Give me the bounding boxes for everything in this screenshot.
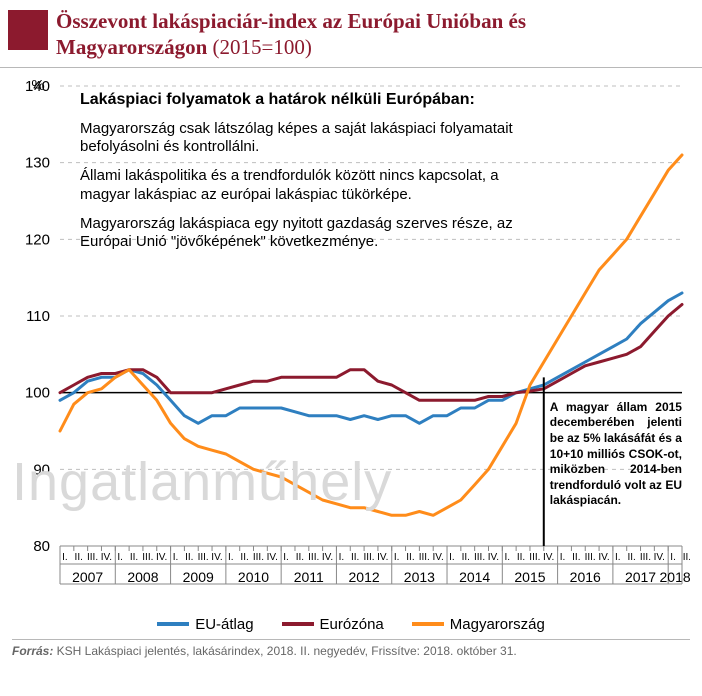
chart-title: Összevont lakáspiaciár-index az Európai … (56, 8, 526, 61)
svg-text:III.: III. (363, 552, 374, 563)
legend-label: Eurózóna (320, 616, 384, 633)
svg-text:2018: 2018 (660, 569, 690, 585)
svg-text:IV.: IV. (156, 552, 167, 563)
svg-text:III.: III. (308, 552, 319, 563)
svg-text:I.: I. (560, 552, 566, 563)
svg-text:I.: I. (339, 552, 345, 563)
annotation-box: Lakáspiaci folyamatok a határok nélküli … (80, 90, 550, 263)
svg-text:III.: III. (87, 552, 98, 563)
annotation-heading: Lakáspiaci folyamatok a határok nélküli … (80, 90, 550, 110)
svg-text:II.: II. (572, 552, 580, 563)
svg-text:IV.: IV. (654, 552, 665, 563)
svg-text:IV.: IV. (543, 552, 554, 563)
svg-text:II.: II. (627, 552, 635, 563)
svg-text:III.: III. (585, 552, 596, 563)
svg-text:2007: 2007 (72, 569, 103, 585)
svg-text:III.: III. (253, 552, 264, 563)
svg-text:III.: III. (640, 552, 651, 563)
svg-text:III.: III. (529, 552, 540, 563)
svg-text:2009: 2009 (183, 569, 214, 585)
svg-text:III.: III. (474, 552, 485, 563)
header-divider (0, 67, 702, 68)
svg-text:II.: II. (406, 552, 414, 563)
annotation-paragraph: Magyarország csak látszólag képes a sajá… (80, 120, 550, 158)
annotation-paragraph: Állami lakáspolitika és a trendfordulók … (80, 167, 550, 205)
source-label: Forrás: (12, 644, 53, 658)
svg-text:130: 130 (25, 154, 50, 171)
svg-text:2014: 2014 (459, 569, 490, 585)
svg-text:120: 120 (25, 231, 50, 248)
svg-text:2013: 2013 (404, 569, 435, 585)
svg-text:IV.: IV. (101, 552, 112, 563)
svg-text:2016: 2016 (570, 569, 601, 585)
source-line: Forrás: KSH Lakáspiaci jelentés, lakásár… (12, 644, 690, 658)
title-block: Összevont lakáspiaciár-index az Európai … (56, 8, 526, 61)
svg-text:2015: 2015 (514, 569, 545, 585)
legend-label: EU-átlag (195, 616, 253, 633)
brand-square-icon (8, 10, 48, 50)
svg-text:2010: 2010 (238, 569, 269, 585)
svg-text:2011: 2011 (294, 569, 324, 585)
svg-text:I.: I. (228, 552, 234, 563)
svg-text:II.: II. (351, 552, 359, 563)
svg-text:IV.: IV. (488, 552, 499, 563)
svg-text:I.: I. (117, 552, 123, 563)
svg-text:IV.: IV. (598, 552, 609, 563)
title-line1: Összevont lakáspiaciár-index az Európai … (56, 9, 526, 33)
side-note: A magyar állam 2015 decemberében jelenti… (550, 400, 682, 509)
svg-text:I.: I. (283, 552, 289, 563)
svg-text:I.: I. (173, 552, 179, 563)
legend-item-hu: Magyarország (412, 616, 545, 633)
svg-text:IV.: IV. (211, 552, 222, 563)
svg-text:IV.: IV. (322, 552, 333, 563)
svg-text:90: 90 (33, 461, 50, 478)
title-line2: Magyarországon (56, 35, 213, 59)
svg-text:II.: II. (75, 552, 83, 563)
svg-text:IV.: IV. (377, 552, 388, 563)
svg-text:2012: 2012 (349, 569, 380, 585)
svg-text:II.: II. (130, 552, 138, 563)
svg-text:II.: II. (296, 552, 304, 563)
legend-item-euro: Eurózóna (282, 616, 384, 633)
svg-text:I.: I. (615, 552, 621, 563)
svg-text:IV.: IV. (267, 552, 278, 563)
svg-text:100: 100 (25, 384, 50, 401)
svg-text:III.: III. (142, 552, 153, 563)
svg-text:II.: II. (462, 552, 470, 563)
footer-divider (12, 639, 690, 640)
svg-text:80: 80 (33, 538, 50, 555)
legend-label: Magyarország (450, 616, 545, 633)
legend-swatch-icon (282, 622, 314, 626)
chart-header: Összevont lakáspiaciár-index az Európai … (0, 0, 702, 65)
svg-text:2008: 2008 (127, 569, 158, 585)
svg-text:I.: I. (504, 552, 510, 563)
title-subtitle: (2015=100) (213, 35, 312, 59)
legend-item-eu: EU-átlag (157, 616, 253, 633)
legend-swatch-icon (412, 622, 444, 626)
svg-text:III.: III. (198, 552, 209, 563)
svg-text:2017: 2017 (625, 569, 656, 585)
source-text: KSH Lakáspiaci jelentés, lakásárindex, 2… (53, 644, 516, 658)
annotation-paragraph: Magyarország lakáspiaca egy nyitott gazd… (80, 215, 550, 253)
svg-text:II.: II. (185, 552, 193, 563)
svg-text:IV.: IV. (432, 552, 443, 563)
svg-text:I.: I. (394, 552, 400, 563)
svg-text:%: % (31, 77, 44, 94)
legend-swatch-icon (157, 622, 189, 626)
svg-text:I.: I. (62, 552, 68, 563)
svg-text:III.: III. (419, 552, 430, 563)
chart-area: Ingatlanműhely 8090100110120130140%I.II.… (12, 74, 690, 633)
svg-text:II.: II. (240, 552, 248, 563)
footer: Forrás: KSH Lakáspiaci jelentés, lakásár… (0, 633, 702, 658)
svg-text:I.: I. (449, 552, 455, 563)
chart-legend: EU-átlag Eurózóna Magyarország (12, 616, 690, 633)
svg-text:I.: I. (670, 552, 676, 563)
svg-text:II.: II. (517, 552, 525, 563)
svg-text:110: 110 (26, 308, 50, 325)
svg-text:II.: II. (683, 552, 690, 563)
